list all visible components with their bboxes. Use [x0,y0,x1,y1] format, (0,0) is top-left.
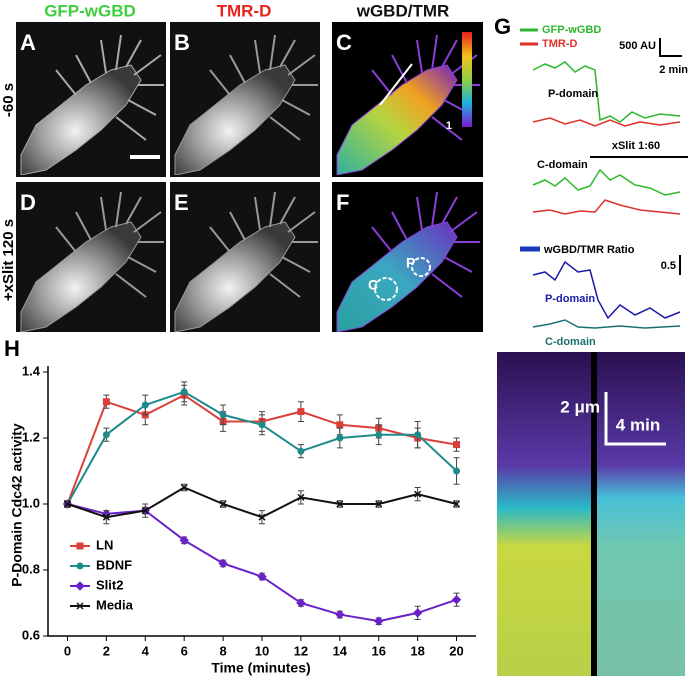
marker [219,411,227,419]
legend-marker [76,602,84,610]
marker [258,513,266,521]
legend-marker [75,581,85,591]
trace-label: C-domain [537,159,588,171]
marker [141,507,149,515]
y-tick-label: 0.8 [22,561,40,576]
scale-label: 4 min [616,415,660,434]
x-tick-label: 4 [142,643,150,658]
marker [297,493,305,501]
legend-label: Media [96,597,134,612]
marker [297,447,305,455]
y-tick-label: 0.6 [22,627,40,642]
scale-label: 2 μm [560,397,600,416]
marker [102,513,110,521]
marker [453,500,461,508]
legend-label: LN [96,537,113,552]
marker [296,598,306,608]
legend-label: BDNF [96,557,132,572]
colorbar-label: 1 [446,120,452,132]
marker [219,500,227,508]
panel-g-traces [520,28,688,329]
marker [375,500,383,508]
marker [257,571,267,582]
x-tick-label: 10 [255,643,269,658]
x-tick-label: 12 [294,643,308,658]
marker [412,608,423,618]
marker [218,558,228,569]
column-header: TMR-D [217,1,272,20]
colorbar-label: 3 [442,26,448,38]
y-tick-label: 1.4 [22,363,41,378]
marker [297,408,305,416]
panel-letter: B [174,30,190,55]
marker [453,441,461,449]
row-label: +xSlit 120 s [0,219,17,301]
panel-images [16,22,483,332]
scale-label: 500 AU [619,40,656,52]
marker [179,535,189,546]
x-tick-label: 14 [333,643,348,658]
panel-letter: C [336,30,352,55]
axis [47,366,476,637]
marker [375,431,383,439]
marker [63,500,71,508]
x-tick-label: 0 [64,643,71,658]
legend-label: Slit2 [96,577,123,592]
plot: 0 2 4 6 8 10 12 14 16 18 20 0.6 0.8 1.0 1.2 1.4 LN BDNF Sl… [22,363,476,658]
kymograph [497,352,685,676]
treatment-label: xSlit 1:60 [612,140,660,152]
marker [336,500,344,508]
marker [335,609,345,620]
trace-label: C-domain [545,336,596,348]
panel-letter: D [20,190,36,215]
marker [102,398,110,406]
x-tick-label: 2 [103,643,110,658]
panel-letter: H [4,336,20,361]
roi-label: P [406,255,415,271]
scale-label: 2 min [659,64,688,76]
legend-marker [76,542,84,550]
marker [102,431,110,439]
panel-letter: G [494,14,511,39]
y-tick-label: 1.2 [22,429,40,444]
roi-label: C [368,277,378,293]
row-label: -60 s [0,83,17,117]
scale-label: 0.5 [661,260,676,272]
trace-label: P-domain [545,293,595,305]
trace-label: P-domain [548,88,598,100]
panel-letter: A [20,30,36,55]
x-tick-label: 16 [371,643,385,658]
legend: LN BDNF Slit2 Media [70,537,134,612]
x-tick-label: 18 [410,643,424,658]
x-tick-label: 6 [181,643,188,658]
x-tick-label: 8 [219,643,226,658]
legend-label: TMR-D [542,38,577,50]
panel-letter: F [336,190,349,215]
legend-marker [76,562,84,570]
legend-label: wGBD/TMR Ratio [543,244,635,256]
column-header: GFP-wGBD [44,1,136,20]
panel-letter: E [174,190,189,215]
marker [451,594,462,605]
legend-label: GFP-wGBD [542,24,601,36]
y-tick-label: 1.0 [22,495,40,510]
marker [180,388,188,396]
marker [374,616,384,626]
marker [453,467,461,475]
column-header: wGBD/TMR [356,1,450,20]
marker [336,434,344,442]
marker [258,421,266,429]
marker [414,490,422,498]
x-tick-label: 20 [449,643,463,658]
marker [336,421,344,429]
y-axis-label: P-Domain Cdc42 activity [9,423,25,587]
marker [141,401,149,409]
marker [414,431,422,439]
x-axis-label: Time (minutes) [211,660,310,676]
marker [180,483,188,492]
